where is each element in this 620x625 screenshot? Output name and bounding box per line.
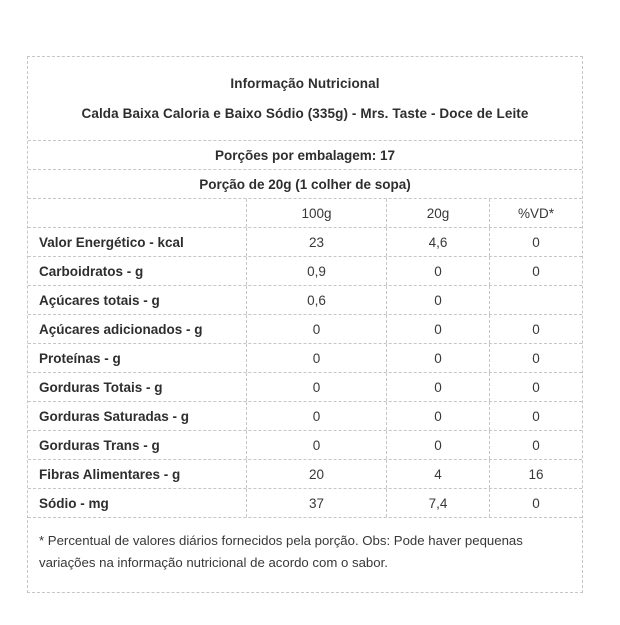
value-vd: 0	[489, 431, 582, 459]
table-row: Carboidratos - g 0,9 0 0	[28, 256, 582, 285]
value-100g: 0,6	[246, 286, 386, 314]
value-100g: 0	[246, 315, 386, 343]
value-20g: 0	[386, 373, 489, 401]
value-20g: 0	[386, 402, 489, 430]
value-20g: 0	[386, 257, 489, 285]
table-row: Valor Energético - kcal 23 4,6 0	[28, 227, 582, 256]
column-header-vd: %VD*	[489, 199, 582, 227]
table-title: Informação Nutricional	[230, 76, 380, 91]
value-20g: 0	[386, 344, 489, 372]
row-label: Gorduras Saturadas - g	[39, 408, 190, 424]
row-label: Fibras Alimentares - g	[39, 466, 181, 482]
column-header-100g: 100g	[246, 199, 386, 227]
value-20g: 4,6	[386, 228, 489, 256]
value-20g: 4	[386, 460, 489, 488]
footnote: * Percentual de valores diários fornecid…	[28, 517, 582, 592]
column-header-row: 100g 20g %VD*	[28, 198, 582, 227]
value-100g: 20	[246, 460, 386, 488]
row-label: Açúcares adicionados - g	[39, 321, 203, 337]
row-label: Carboidratos - g	[39, 263, 144, 279]
value-20g: 7,4	[386, 489, 489, 517]
row-label: Açúcares totais - g	[39, 292, 160, 308]
value-vd: 0	[489, 344, 582, 372]
portion-size: Porção de 20g (1 colher de sopa)	[28, 169, 582, 198]
value-vd: 0	[489, 402, 582, 430]
column-header-20g: 20g	[386, 199, 489, 227]
value-vd: 16	[489, 460, 582, 488]
value-vd: 0	[489, 315, 582, 343]
value-100g: 0	[246, 373, 386, 401]
table-row: Sódio - mg 37 7,4 0	[28, 488, 582, 517]
value-100g: 0	[246, 431, 386, 459]
value-vd: 0	[489, 257, 582, 285]
nutrition-table: Informação Nutricional Calda Baixa Calor…	[27, 56, 583, 593]
column-header-empty	[28, 199, 246, 227]
value-100g: 0,9	[246, 257, 386, 285]
value-vd	[489, 286, 582, 314]
value-vd: 0	[489, 373, 582, 401]
row-label: Proteínas - g	[39, 350, 121, 366]
row-label: Valor Energético - kcal	[39, 234, 184, 250]
value-vd: 0	[489, 489, 582, 517]
value-100g: 0	[246, 402, 386, 430]
value-100g: 23	[246, 228, 386, 256]
table-row: Fibras Alimentares - g 20 4 16	[28, 459, 582, 488]
row-label: Gorduras Totais - g	[39, 379, 163, 395]
row-label: Gorduras Trans - g	[39, 437, 160, 453]
row-label: Sódio - mg	[39, 495, 109, 511]
value-20g: 0	[386, 315, 489, 343]
value-100g: 0	[246, 344, 386, 372]
servings-per-package: Porções por embalagem: 17	[28, 140, 582, 169]
product-name: Calda Baixa Caloria e Baixo Sódio (335g)…	[81, 106, 529, 121]
value-100g: 37	[246, 489, 386, 517]
table-row: Açúcares totais - g 0,6 0	[28, 285, 582, 314]
table-header: Informação Nutricional Calda Baixa Calor…	[28, 57, 582, 140]
value-vd: 0	[489, 228, 582, 256]
value-20g: 0	[386, 431, 489, 459]
value-20g: 0	[386, 286, 489, 314]
nutrition-rows: Valor Energético - kcal 23 4,6 0 Carboidrato…	[28, 227, 582, 517]
